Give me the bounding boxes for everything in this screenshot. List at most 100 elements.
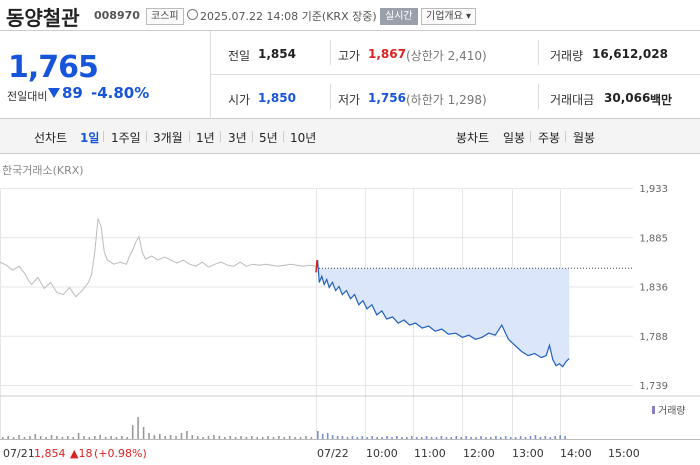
volume-bar xyxy=(341,436,344,439)
open-value: 1,850 xyxy=(258,91,296,105)
tab-10years[interactable]: 10년 xyxy=(290,131,317,145)
tab-1year[interactable]: 1년 xyxy=(196,131,215,145)
volume-bar xyxy=(470,437,472,439)
volume-bar xyxy=(425,436,428,439)
volume-bar xyxy=(440,436,443,439)
volume-bar xyxy=(142,427,145,439)
chart-grid xyxy=(0,188,700,440)
volume-bar xyxy=(559,435,561,439)
tab-separator xyxy=(103,131,104,142)
volume-bar xyxy=(50,435,53,439)
change-value: 89 xyxy=(62,84,83,102)
quote-datetime: 2025.07.22 14:08 기준(KRX 장중) xyxy=(200,10,377,23)
volume-bar xyxy=(356,437,359,439)
volume-bar xyxy=(411,436,413,439)
volume-bar xyxy=(310,437,313,439)
volume-bar xyxy=(77,433,80,439)
volume-bar xyxy=(196,436,199,439)
volume-bar xyxy=(490,437,492,439)
volume-bar xyxy=(283,437,286,439)
volume-bar xyxy=(18,435,20,439)
volume-bar xyxy=(218,436,221,439)
volume-bar xyxy=(94,436,96,439)
stock-header: 동양철관 008970 코스피 2025.07.22 14:08 기준(KRX … xyxy=(0,0,700,30)
tab-monthly-candle[interactable]: 월봉 xyxy=(573,131,596,145)
tab-separator xyxy=(252,131,253,142)
volume-bar xyxy=(104,437,107,439)
volume-bar xyxy=(519,436,522,439)
tab-1week[interactable]: 1주일 xyxy=(111,131,141,145)
volume-bar xyxy=(169,435,172,439)
x-tick-label: 07/21 xyxy=(3,447,35,460)
volume-bar xyxy=(430,437,433,439)
tab-3years[interactable]: 3년 xyxy=(228,131,247,145)
volume-bar xyxy=(240,436,242,439)
volume-bar xyxy=(504,436,507,439)
volume-bar xyxy=(435,437,438,439)
volume-bar xyxy=(148,433,150,439)
upper-limit: (상한가 2,410) xyxy=(406,49,487,63)
volume-bar xyxy=(7,436,9,439)
volume-bar xyxy=(229,436,231,439)
y-tick-label: 1,788 xyxy=(639,332,668,343)
open-label: 시가 xyxy=(228,93,251,107)
tab-3months[interactable]: 3개월 xyxy=(153,131,183,145)
volume-bar xyxy=(256,437,258,439)
today-price-line xyxy=(315,260,570,368)
volume-bar xyxy=(131,425,134,439)
volume-bar xyxy=(207,436,210,439)
low-value: 1,756 xyxy=(368,91,406,105)
volume-bar xyxy=(67,436,69,439)
volume-label: 거래량 xyxy=(550,49,584,63)
volume-bar xyxy=(336,436,339,439)
volume-bar xyxy=(401,437,403,439)
volume-bar xyxy=(495,436,497,439)
price-chart: 1,933 1,885 1,836 1,788 1,739 거래량 07/21 07/22 10… xyxy=(0,184,700,460)
volume-value: 16,612,028 xyxy=(592,47,668,61)
volume-bar xyxy=(191,435,194,439)
tab-separator xyxy=(146,131,147,142)
volume-bar xyxy=(267,436,269,439)
volume-bar xyxy=(213,435,215,439)
volume-bar xyxy=(361,436,364,439)
x-tick-label: 13:00 xyxy=(512,447,544,460)
prev-day-change-percent: (+0.98%) xyxy=(94,447,147,460)
divider xyxy=(538,40,539,65)
tab-separator xyxy=(565,131,566,142)
prev-close-value: 1,854 xyxy=(258,47,296,61)
y-tick-label: 1,836 xyxy=(639,283,668,294)
volume-bar xyxy=(245,437,248,439)
tab-weekly-candle[interactable]: 주봉 xyxy=(538,131,561,145)
volume-bar xyxy=(485,437,487,439)
volume-bar xyxy=(455,436,458,439)
divider xyxy=(330,84,331,109)
axis-labels: 1,933 1,885 1,836 1,788 1,739 거래량 07/21 07/22 10… xyxy=(3,184,686,460)
low-label: 저가 xyxy=(338,93,361,107)
volume-bar xyxy=(99,435,101,439)
volume-bar xyxy=(261,437,264,439)
tab-1day[interactable]: 1일 xyxy=(80,131,100,145)
volume-bar xyxy=(465,436,467,439)
prev-day-line xyxy=(0,218,317,298)
price-lines xyxy=(0,218,633,368)
volume-bar xyxy=(509,437,512,439)
tab-5years[interactable]: 5년 xyxy=(259,131,278,145)
x-tick-label: 10:00 xyxy=(366,447,398,460)
volume-bar xyxy=(12,437,15,439)
volume-bar xyxy=(34,434,37,439)
tab-daily-candle[interactable]: 일봉 xyxy=(503,131,526,145)
volume-bar xyxy=(381,437,383,439)
volume-bar xyxy=(564,436,566,439)
down-triangle-icon xyxy=(48,88,60,98)
volume-bar xyxy=(251,436,253,439)
live-badge[interactable]: 실시간 xyxy=(380,8,418,25)
clock-icon xyxy=(187,9,198,20)
company-info-button[interactable]: 기업개요 ▾ xyxy=(421,8,476,25)
volume-bar xyxy=(56,436,58,439)
y-tick-label: 1,885 xyxy=(639,233,668,244)
volume-bar xyxy=(288,436,291,439)
volume-bar xyxy=(45,437,47,439)
volume-bar xyxy=(234,437,237,439)
market-badge: 코스피 xyxy=(146,8,184,25)
volume-bar xyxy=(406,437,408,439)
